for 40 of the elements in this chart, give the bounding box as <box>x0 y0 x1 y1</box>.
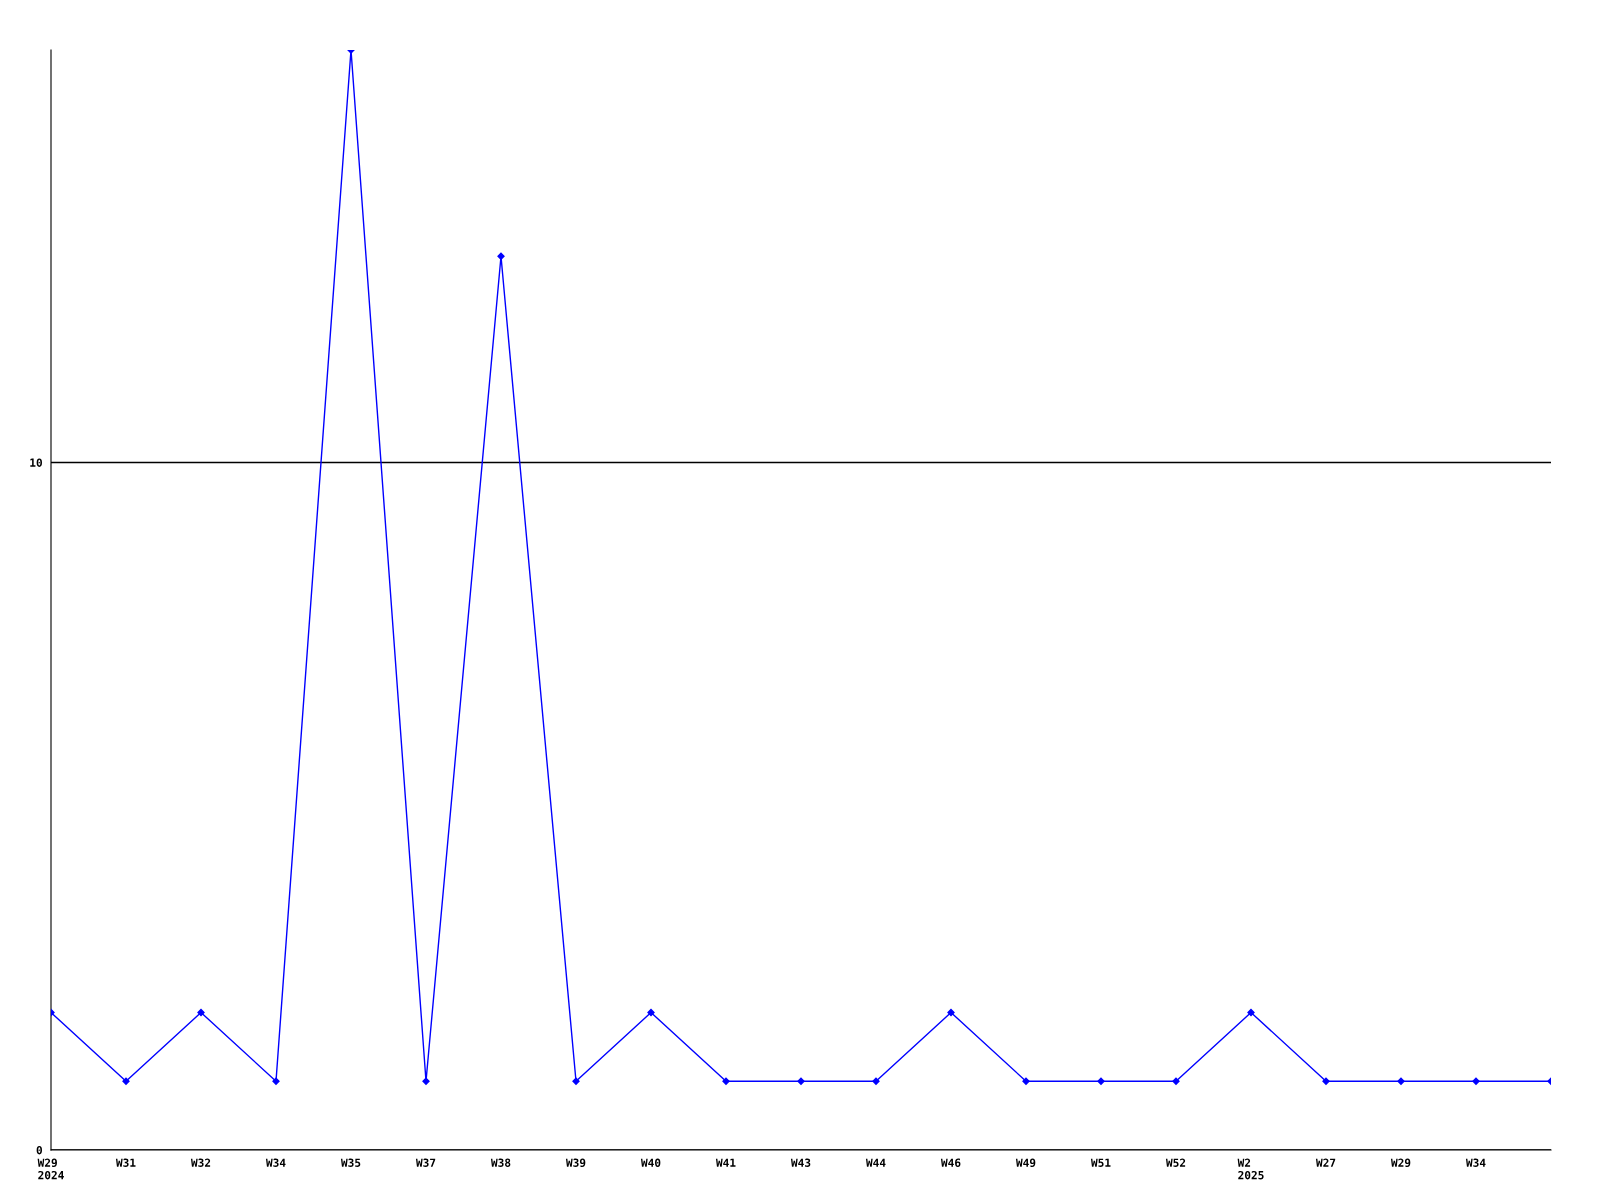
point <box>1097 1077 1105 1085</box>
point <box>497 252 505 260</box>
point <box>872 1077 880 1085</box>
x-tick-label: W51 <box>1090 1158 1111 1167</box>
point <box>572 1077 580 1085</box>
x-tick-label: W2 2025 <box>1237 1158 1264 1180</box>
x-tick-label: W35 <box>340 1158 361 1167</box>
y-tick-label: 0 <box>36 1145 42 1155</box>
point <box>197 1008 205 1017</box>
point <box>647 1008 655 1017</box>
x-tick-label: W38 <box>490 1158 511 1167</box>
point <box>797 1077 805 1085</box>
x-tick-label: W34 <box>265 1158 286 1167</box>
point <box>1397 1077 1405 1085</box>
x-tick-label: W37 <box>415 1158 436 1167</box>
point <box>272 1077 280 1085</box>
point <box>422 1077 430 1085</box>
x-tick-label: W41 <box>715 1158 736 1167</box>
x-tick-label: W52 <box>1165 1158 1186 1167</box>
x-tick-label: W44 <box>865 1158 886 1167</box>
point <box>1172 1077 1180 1085</box>
x-tick-label: W49 <box>1015 1158 1036 1167</box>
point <box>1472 1077 1480 1085</box>
x-tick-label: W27 <box>1315 1158 1336 1167</box>
point <box>1022 1077 1030 1085</box>
x-tick-label: W46 <box>940 1158 961 1167</box>
point <box>722 1077 730 1085</box>
x-tick-label: W29 2024 <box>37 1158 64 1180</box>
x-tick-label: W43 <box>790 1158 811 1167</box>
point <box>1247 1008 1255 1017</box>
point <box>122 1077 130 1085</box>
x-tick-label: W32 <box>190 1158 211 1167</box>
y-tick-label: 10 <box>30 458 42 467</box>
point <box>947 1008 955 1017</box>
x-tick-label: W40 <box>640 1158 661 1167</box>
point <box>1322 1077 1330 1085</box>
x-tick-label: W34 <box>1465 1158 1486 1167</box>
x-tick-label: W39 <box>565 1158 586 1167</box>
x-tick-label: W29 <box>1390 1158 1411 1167</box>
x-tick-label: W31 <box>115 1158 136 1167</box>
